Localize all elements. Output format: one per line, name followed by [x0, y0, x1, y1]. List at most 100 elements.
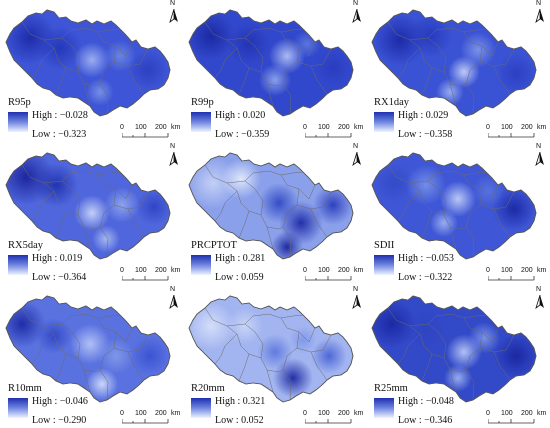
north-label: N	[170, 143, 176, 150]
legend-high-value: −0.053	[425, 253, 454, 264]
county-border	[449, 226, 467, 230]
legend-high-value: 0.020	[242, 110, 266, 121]
value-blob	[36, 318, 72, 354]
north-arrow-icon: N	[168, 286, 180, 310]
county-borders	[21, 307, 149, 401]
map-panel-r99p: R99p High : 0.020 Low : −0.359 N 0 100 2…	[183, 0, 366, 142]
legend-gradient	[191, 398, 211, 418]
scale-label-200: 200	[338, 410, 350, 417]
county-border	[248, 67, 262, 73]
legend-high-value: −0.046	[59, 396, 88, 407]
map-panel-r10mm: R10mm High : −0.046 Low : −0.290 N 0 100…	[0, 286, 183, 428]
scale-label-km: km	[171, 267, 181, 274]
region-boundary	[5, 152, 171, 260]
north-arrow-icon: N	[534, 286, 546, 310]
value-blob	[92, 225, 120, 253]
scale-label-100: 100	[135, 410, 147, 417]
scale-bar: 0 100 200 km	[484, 267, 548, 283]
value-blob	[259, 64, 291, 96]
scale-label-100: 100	[135, 267, 147, 274]
scale-label-0: 0	[486, 267, 490, 274]
value-blob	[472, 175, 504, 207]
county-borders	[204, 164, 332, 258]
scale-label-km: km	[354, 267, 364, 274]
scale-bar: 0 100 200 km	[301, 410, 365, 426]
county-border	[296, 191, 332, 210]
legend-high-value: 0.281	[242, 253, 266, 264]
county-border	[61, 313, 121, 325]
legend-high: High : −0.028	[32, 110, 88, 121]
county-border	[431, 67, 445, 73]
legend-high-label: High	[32, 396, 52, 407]
county-border	[244, 170, 304, 182]
choropleth-map	[5, 152, 171, 260]
value-blob	[313, 185, 353, 225]
legend-gradient	[191, 112, 211, 132]
choropleth-map	[371, 9, 537, 117]
legend-low: Low : 0.059	[215, 272, 264, 283]
legend-high: High : 0.281	[215, 253, 266, 264]
choropleth-map	[5, 9, 171, 117]
county-border	[55, 202, 67, 239]
north-label: N	[353, 143, 359, 150]
legend-low-label: Low	[398, 129, 417, 140]
value-blob	[189, 302, 235, 350]
scale-label-0: 0	[303, 410, 307, 417]
value-blob	[189, 12, 235, 60]
legend-low-label: Low	[398, 272, 417, 283]
scale-label-0: 0	[303, 124, 307, 131]
county-border	[83, 226, 101, 230]
legend-gradient	[8, 398, 28, 418]
legend-low-label: Low	[32, 129, 51, 140]
map-panel-r20mm: R20mm High : 0.321 Low : 0.052 N 0 100 2…	[183, 286, 366, 428]
legend-high: High : 0.019	[32, 253, 83, 264]
county-border	[127, 351, 145, 381]
scale-bar: 0 100 200 km	[118, 124, 182, 140]
value-blob	[86, 368, 118, 400]
county-border	[31, 190, 55, 222]
legend-low-value: −0.322	[424, 272, 453, 283]
scale-label-100: 100	[318, 124, 330, 131]
legend-high: High : −0.046	[32, 396, 88, 407]
scale-label-km: km	[171, 124, 181, 131]
county-border	[31, 47, 55, 79]
north-arrow-icon: N	[168, 0, 180, 24]
value-blob	[136, 189, 170, 225]
scale-label-0: 0	[303, 267, 307, 274]
county-border	[83, 83, 101, 87]
legend-low-value: −0.364	[58, 272, 87, 283]
county-border	[65, 67, 79, 73]
county-border	[99, 45, 117, 115]
legend-high-value: 0.019	[59, 253, 83, 264]
county-border	[113, 48, 149, 67]
legend-high-value: −0.028	[59, 110, 88, 121]
index-title: PRCPTOT	[191, 240, 237, 251]
legend-low-label: Low	[32, 272, 51, 283]
county-border	[449, 83, 467, 87]
value-blob	[430, 209, 458, 237]
county-borders	[21, 164, 149, 258]
legend-high: High : 0.321	[215, 396, 266, 407]
value-blob	[496, 54, 536, 94]
choropleth-map	[371, 295, 537, 403]
county-border	[397, 47, 421, 79]
map-panel-r95p: R95p High : −0.028 Low : −0.323 N 0 100 …	[0, 0, 183, 142]
choropleth-map	[5, 295, 171, 403]
legend-low-label: Low	[398, 415, 417, 426]
county-border	[282, 331, 300, 401]
value-blob	[406, 310, 446, 350]
north-arrow-icon: N	[351, 286, 363, 310]
index-title: RX1day	[374, 97, 409, 108]
north-label: N	[353, 286, 359, 293]
county-border	[465, 45, 483, 115]
county-border	[127, 65, 145, 95]
value-blob	[34, 163, 78, 207]
value-blob	[444, 364, 472, 392]
county-borders	[387, 164, 515, 258]
county-borders	[387, 21, 515, 115]
scale-label-0: 0	[486, 124, 490, 131]
county-border	[99, 188, 117, 258]
index-title: R25mm	[374, 383, 408, 394]
scale-label-200: 200	[338, 267, 350, 274]
scale-label-100: 100	[135, 124, 147, 131]
